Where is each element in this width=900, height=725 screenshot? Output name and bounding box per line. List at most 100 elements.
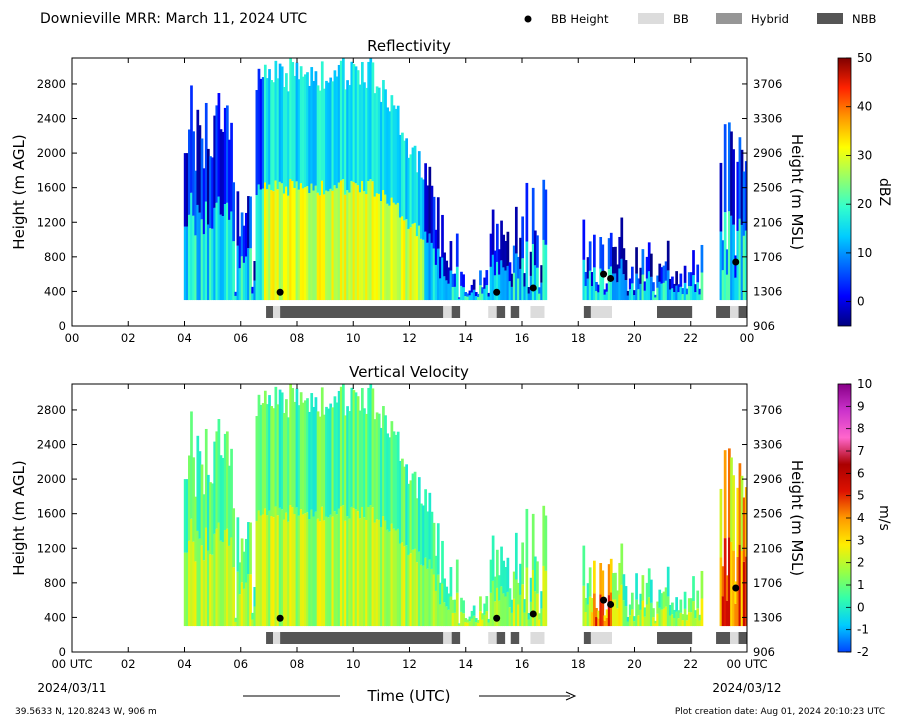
field-cell — [523, 273, 527, 287]
field-cell — [637, 289, 641, 301]
field-cell — [270, 516, 273, 627]
field-cell — [371, 388, 375, 508]
y-tick-label: 0 — [59, 645, 66, 659]
field-cell — [236, 517, 240, 572]
field-cell — [460, 597, 463, 612]
field-cell — [493, 275, 497, 301]
velocity-title: Vertical Velocity — [349, 363, 469, 381]
field-cell — [607, 564, 611, 596]
x-tick-label: 08 — [290, 331, 305, 345]
y2-tick-label: 906 — [753, 645, 775, 659]
field-cell — [668, 289, 672, 301]
bb-type-bar — [496, 632, 506, 644]
field-cell — [654, 620, 657, 624]
reflectivity-bb-points — [276, 258, 740, 296]
field-cell — [244, 582, 248, 627]
y2-tick-label: 1306 — [753, 610, 782, 624]
field-cell — [527, 613, 531, 620]
field-cell — [519, 563, 522, 595]
field-cell — [274, 60, 278, 181]
field-cell — [386, 107, 390, 204]
field-cell — [360, 507, 364, 627]
field-cell — [190, 411, 193, 519]
colorbar-tick-label: 3 — [857, 533, 865, 547]
field-cell — [289, 58, 292, 180]
field-cell — [420, 177, 423, 239]
field-cell — [721, 566, 725, 597]
field-cell — [525, 567, 529, 627]
field-cell — [358, 518, 362, 627]
field-cell — [740, 550, 744, 627]
field-cell — [344, 89, 347, 195]
bb-type-bar — [590, 632, 612, 644]
field-cell — [540, 265, 543, 283]
velocity-ylabel: Height (m AGL) — [10, 460, 28, 575]
field-cell — [744, 161, 747, 231]
field-cell — [278, 181, 282, 301]
field-cell — [225, 202, 229, 301]
field-cell — [335, 514, 339, 627]
field-cell — [536, 267, 539, 301]
field-cell — [392, 202, 396, 301]
field-cell — [721, 270, 725, 301]
field-cell — [192, 131, 195, 216]
field-cell — [618, 562, 622, 595]
field-cell — [183, 479, 187, 553]
field-cell — [588, 241, 592, 271]
field-cell — [593, 593, 596, 627]
field-cell — [337, 508, 341, 627]
field-cell — [401, 132, 404, 217]
field-cell — [323, 194, 326, 301]
field-cell — [742, 561, 746, 627]
field-cell — [221, 216, 225, 301]
field-cell — [417, 225, 421, 301]
y-tick-label: 800 — [44, 576, 66, 590]
field-cell — [609, 232, 613, 267]
field-cell — [491, 254, 495, 301]
field-cell — [276, 404, 280, 516]
field-cell — [325, 80, 328, 191]
start-date-label: 2024/03/11 — [37, 681, 106, 695]
field-cell — [223, 203, 227, 301]
field-cell — [685, 288, 689, 295]
velocity-bb-bars — [266, 632, 747, 644]
field-cell — [325, 190, 328, 301]
field-cell — [344, 415, 347, 521]
field-cell — [529, 577, 533, 602]
field-cell — [183, 153, 187, 227]
field-cell — [249, 522, 252, 575]
field-cell — [352, 64, 356, 183]
velocity-panel: Vertical Velocity 00 UTC 02 04 06 08 10 12 14 16… — [10, 363, 892, 671]
field-cell — [207, 550, 210, 627]
field-cell — [308, 85, 311, 194]
field-cell — [493, 250, 497, 276]
field-cell — [618, 594, 622, 627]
field-cell — [677, 292, 681, 301]
x-tick-label: 00 UTC — [726, 657, 767, 671]
field-cell — [643, 281, 647, 291]
field-cell — [259, 78, 263, 190]
field-cell — [744, 487, 747, 557]
field-cell — [698, 614, 702, 621]
field-cell — [533, 230, 537, 266]
field-cell — [517, 256, 520, 279]
field-cell — [253, 587, 257, 607]
field-cell — [466, 296, 470, 301]
field-cell — [230, 537, 233, 627]
field-cell — [458, 298, 461, 301]
field-cell — [449, 270, 453, 301]
x-tick-label: 18 — [571, 331, 586, 345]
y-tick-label: 1600 — [37, 507, 66, 521]
field-cell — [605, 283, 609, 292]
field-cell — [738, 544, 742, 627]
bb-type-bar — [590, 306, 612, 318]
field-cell — [635, 573, 638, 600]
field-cell — [521, 542, 525, 585]
field-cell — [645, 256, 649, 279]
field-cell — [428, 492, 432, 560]
field-cell — [223, 529, 227, 627]
field-cell — [447, 283, 451, 301]
field-cell — [247, 248, 250, 301]
field-cell — [474, 292, 478, 297]
field-cell — [204, 201, 208, 301]
